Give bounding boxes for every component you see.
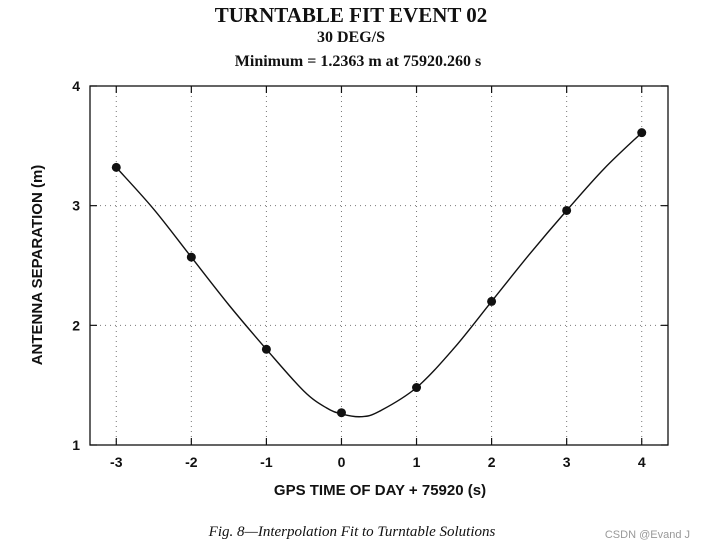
data-point — [562, 205, 572, 215]
watermark: CSDN @Evand J — [605, 529, 690, 541]
data-point — [487, 296, 497, 306]
data-point — [111, 162, 121, 172]
x-tick-label: -2 — [185, 454, 198, 470]
chart-minimum-note: Minimum = 1.2363 m at 75920.260 s — [235, 53, 481, 70]
x-tick-label: -1 — [260, 454, 273, 470]
x-tick-label: 1 — [413, 454, 421, 470]
y-tick-label: 4 — [72, 78, 80, 94]
x-tick-label: -3 — [110, 454, 123, 470]
x-tick-label: 2 — [488, 454, 496, 470]
y-tick-label: 1 — [72, 437, 80, 453]
figure-caption: Fig. 8—Interpolation Fit to Turntable So… — [208, 524, 496, 540]
data-point — [261, 344, 271, 354]
plot-frame — [89, 85, 669, 446]
y-tick-labels: 1 2 3 4 — [72, 78, 80, 453]
x-tick-label: 4 — [638, 454, 646, 470]
data-point — [412, 383, 422, 393]
grid-lines — [90, 86, 668, 445]
y-tick-label: 2 — [72, 317, 80, 333]
x-tick-label: 3 — [563, 454, 571, 470]
fit-curve — [115, 132, 643, 418]
x-tick-labels: -3 -2 -1 0 1 2 3 4 — [110, 454, 646, 470]
data-point — [186, 252, 196, 262]
x-tick-label: 0 — [338, 454, 346, 470]
y-tick-label: 3 — [72, 198, 80, 214]
x-axis-label: GPS TIME OF DAY + 75920 (s) — [274, 482, 486, 499]
tick-marks — [90, 85, 668, 446]
y-axis-label: ANTENNA SEPARATION (m) — [29, 165, 46, 366]
chart-title: TURNTABLE FIT EVENT 02 — [215, 3, 488, 27]
chart-subtitle: 30 DEG/S — [317, 29, 385, 46]
data-point — [336, 408, 346, 418]
data-point — [637, 128, 647, 138]
data-points — [111, 128, 647, 418]
